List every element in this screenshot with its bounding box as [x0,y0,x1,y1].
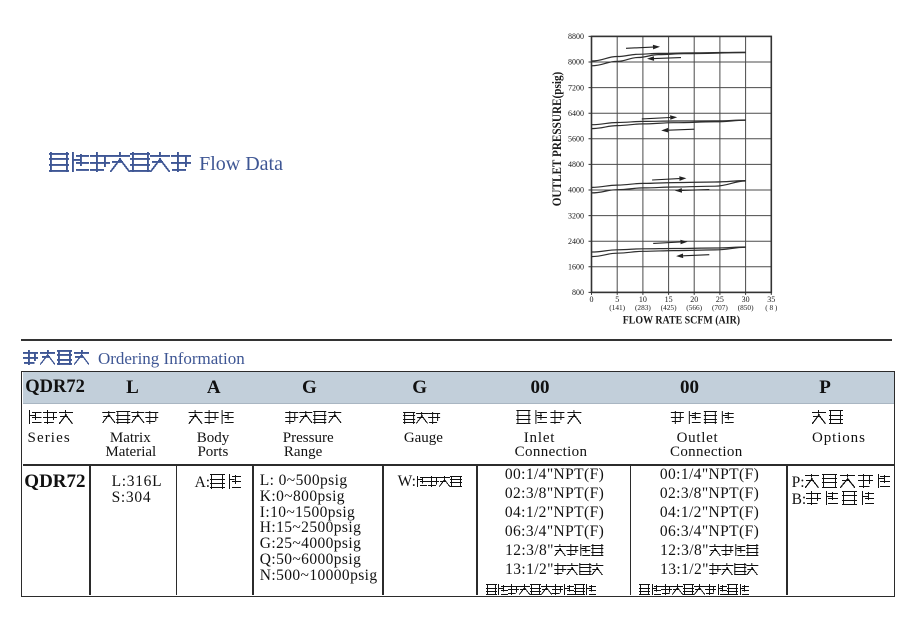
svg-text:0: 0 [590,295,594,304]
svg-text:6400: 6400 [568,109,584,118]
svg-text:5600: 5600 [568,135,584,144]
svg-text:8800: 8800 [568,32,584,41]
svg-text:5: 5 [615,295,619,304]
svg-text:4800: 4800 [568,160,584,169]
svg-text:15: 15 [665,295,673,304]
svg-text:FLOW RATE SCFM (AIR): FLOW RATE SCFM (AIR) [623,315,741,327]
svg-text:1600: 1600 [568,263,584,272]
svg-text:(425): (425) [661,303,677,312]
svg-text:800: 800 [572,288,584,297]
svg-text:30: 30 [742,295,750,304]
svg-text:25: 25 [716,295,724,304]
svg-text:OUTLET PRESSURE(psig): OUTLET PRESSURE(psig) [550,72,564,207]
svg-text:8000: 8000 [568,58,584,67]
svg-text:(566): (566) [686,303,702,312]
svg-text:10: 10 [639,295,647,304]
svg-text:2400: 2400 [568,237,584,246]
svg-text:20: 20 [690,295,698,304]
svg-text:4000: 4000 [568,186,584,195]
svg-text:3200: 3200 [568,211,584,220]
svg-text:( 8 ): ( 8 ) [765,303,778,312]
svg-text:7200: 7200 [568,83,584,92]
svg-text:35: 35 [767,295,775,304]
svg-text:(141): (141) [609,303,625,312]
svg-text:(283): (283) [635,303,651,312]
svg-text:(707): (707) [712,303,728,312]
svg-text:(850): (850) [738,303,754,312]
